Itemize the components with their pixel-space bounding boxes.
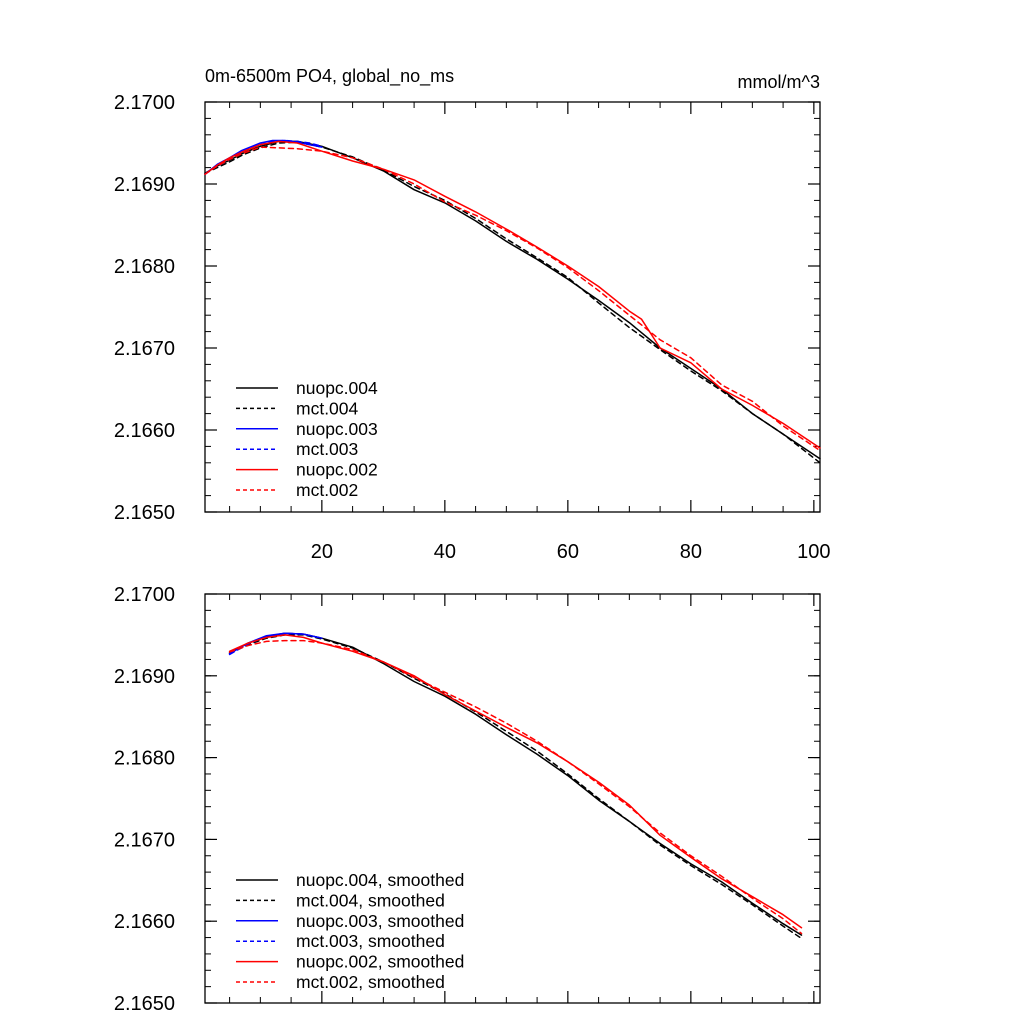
legend-label: mct.003 [296, 439, 358, 459]
legend-label: nuopc.004, smoothed [296, 870, 464, 890]
series-line-mct-004 [204, 141, 821, 464]
bottom-panel: 2.1650 2.1660 2.1670 2.1680 2.1690 2.1700 nuop… [114, 584, 821, 1015]
legend-label: mct.002, smoothed [296, 972, 445, 992]
y-tick-label: 2.1670 [114, 829, 175, 851]
y-tick-label: 2.1700 [114, 92, 175, 114]
y-tick-label: 2.1660 [114, 911, 175, 933]
y-tick-label: 2.1650 [114, 502, 175, 524]
legend-label: nuopc.004 [296, 378, 378, 398]
y-tick-label: 2.1680 [114, 256, 175, 278]
series-line-mct-004-smoothed [228, 634, 803, 940]
y-tick-label: 2.1670 [114, 338, 175, 360]
legend-label: mct.002 [296, 480, 358, 500]
legend-label: nuopc.003, smoothed [296, 911, 464, 931]
x-tick-label: 60 [557, 541, 579, 563]
legend-label: mct.004 [296, 398, 359, 418]
y-tick-label: 2.1700 [114, 584, 175, 606]
legend-label: nuopc.002, smoothed [296, 952, 464, 972]
series-line-mct-002 [204, 146, 821, 452]
y-tick-label: 2.1680 [114, 748, 175, 770]
legend-label: mct.003, smoothed [296, 931, 445, 951]
units-label: mmol/m^3 [738, 72, 820, 92]
x-tick-label: 20 [311, 541, 333, 563]
y-tick-label: 2.1690 [114, 666, 175, 688]
x-tick-label: 80 [680, 541, 702, 563]
series-line-mct-002-smoothed [228, 639, 803, 935]
series-line-nuopc-002 [204, 140, 821, 449]
y-tick-label: 2.1690 [114, 174, 175, 196]
y-tick-label: 2.1650 [114, 993, 175, 1015]
chart-title: 0m-6500m PO4, global_no_ms [205, 66, 454, 87]
plot-frame [204, 101, 821, 513]
legend-label: mct.004, smoothed [296, 890, 445, 910]
x-tick-label: 100 [797, 541, 830, 563]
plot-frame [204, 593, 821, 1004]
legend-label: nuopc.003 [296, 419, 378, 439]
y-tick-label: 2.1660 [114, 420, 175, 442]
series-line-mct-003-smoothed [228, 632, 323, 656]
x-tick-label: 40 [434, 541, 456, 563]
top-panel: 0m-6500m PO4, global_no_ms mmol/m^3 2.16… [114, 66, 831, 563]
series-line-nuopc-002-smoothed [228, 634, 803, 929]
legend-label: nuopc.002 [296, 460, 378, 480]
